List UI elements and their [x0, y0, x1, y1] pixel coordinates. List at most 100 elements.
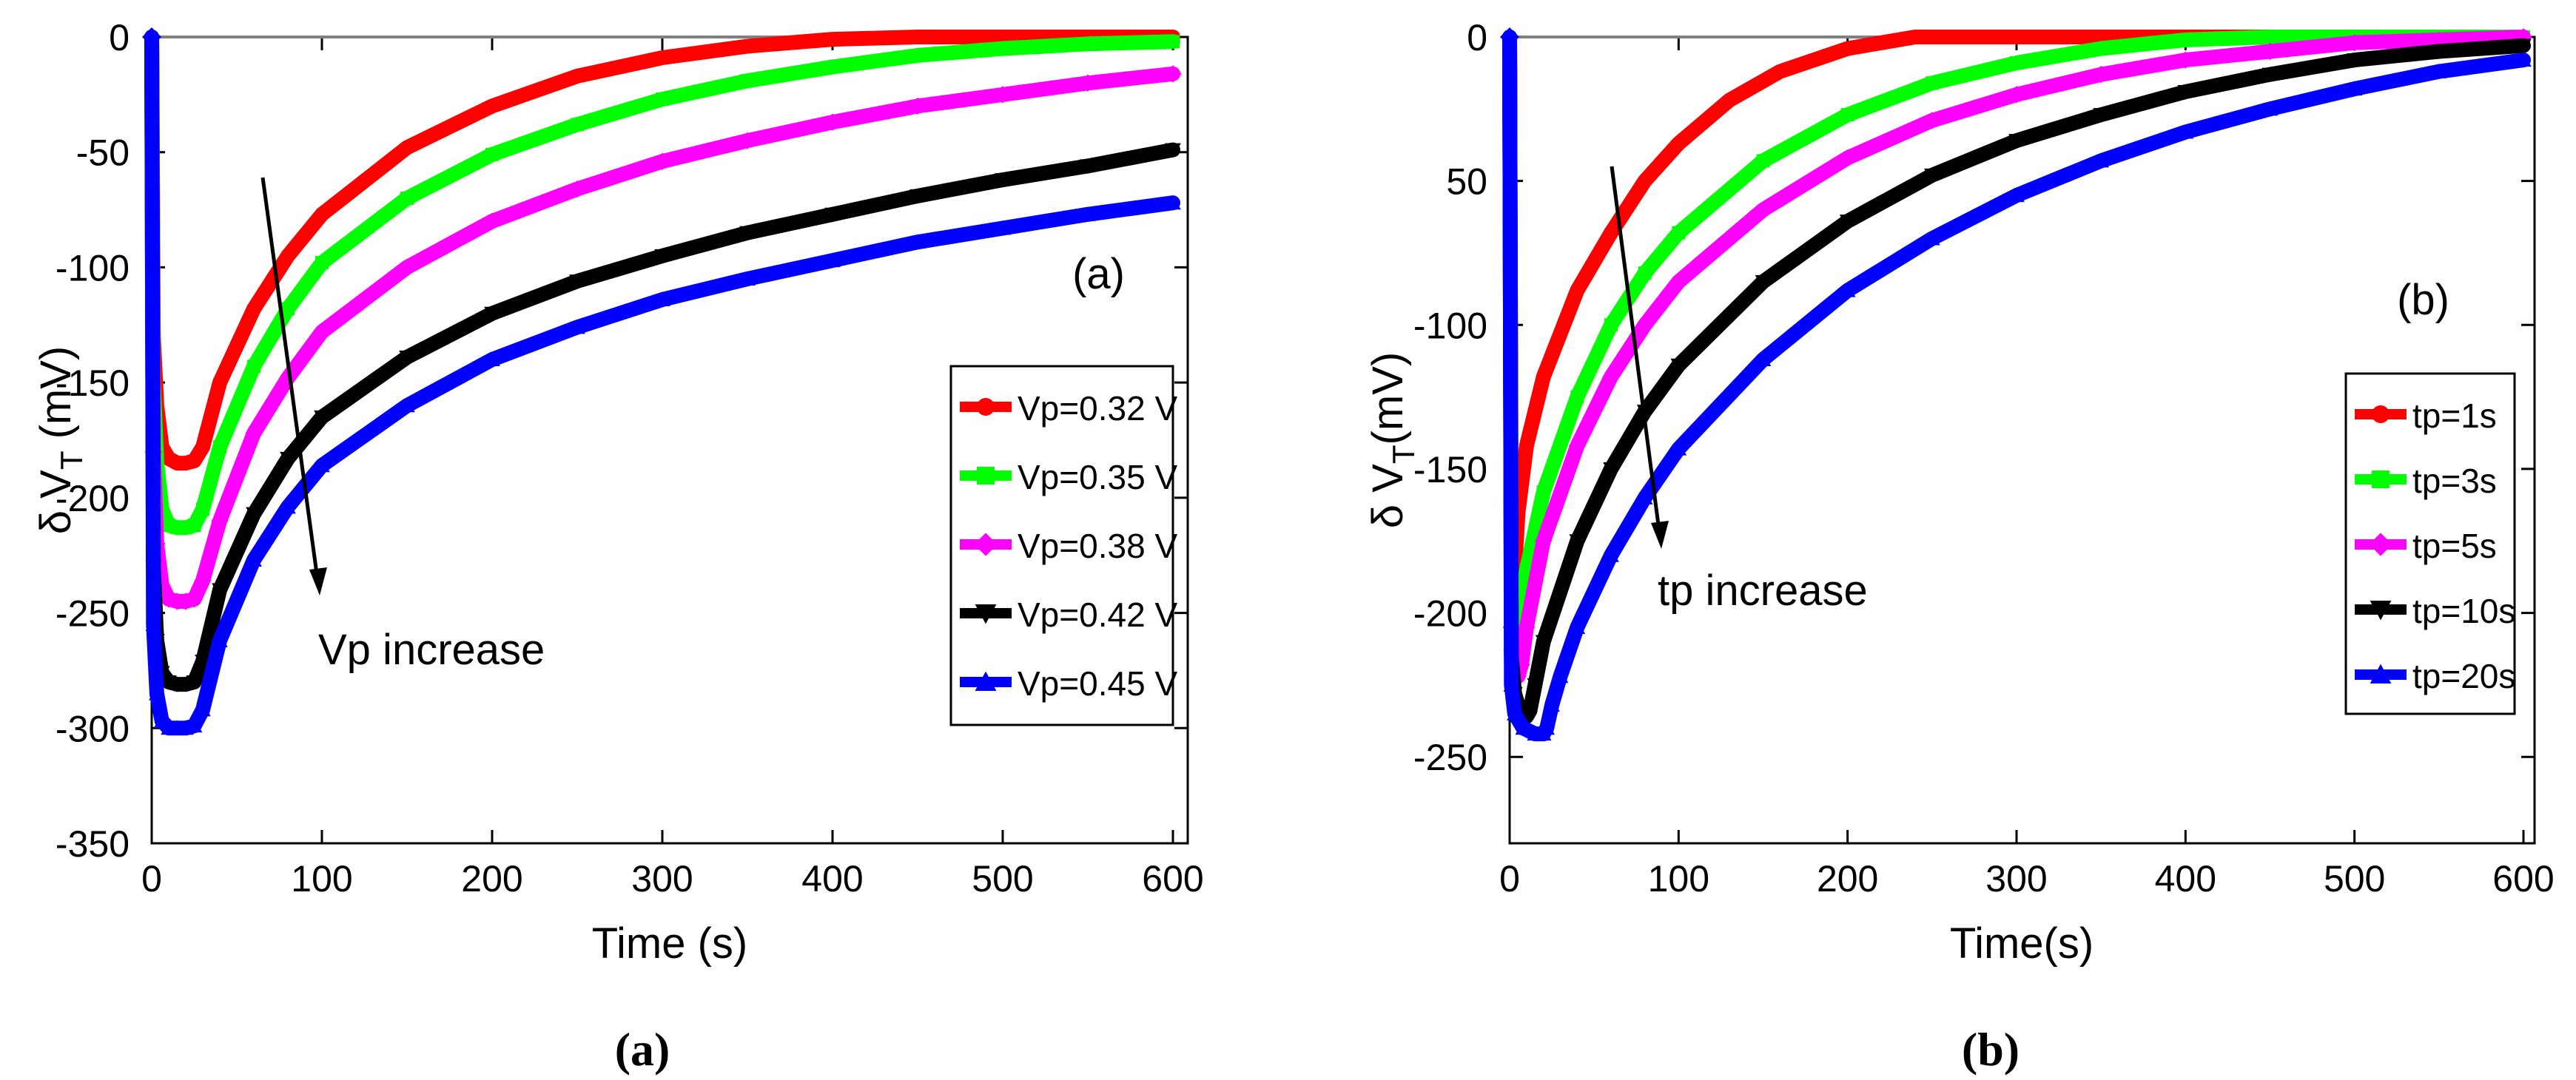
data-point — [399, 350, 415, 365]
data-point — [315, 207, 329, 221]
data-point — [1552, 668, 1569, 684]
legend-marker — [977, 398, 995, 416]
data-point — [2430, 31, 2448, 49]
data-point — [2346, 81, 2363, 96]
data-point — [996, 30, 1009, 44]
data-point — [280, 451, 296, 467]
data-point — [1838, 149, 1857, 167]
origin-point — [142, 27, 161, 47]
legend-marker — [975, 604, 997, 624]
data-point — [909, 234, 926, 249]
data-point — [1839, 282, 1856, 297]
x-tick-label: 200 — [461, 858, 522, 900]
data-point — [1166, 35, 1180, 49]
data-point — [1513, 655, 1530, 674]
data-point — [1754, 200, 1772, 219]
data-point — [154, 713, 170, 728]
y-tick-label: -100 — [1413, 305, 1487, 346]
data-point — [2179, 33, 2193, 47]
data-point — [656, 51, 669, 65]
legend-b: tp=1s tp=3s tp=5s tp=10s tp=20s — [2344, 372, 2516, 715]
data-point — [1515, 720, 1532, 735]
data-point — [2010, 56, 2023, 70]
x-tick-label: 500 — [2324, 858, 2385, 900]
data-point — [739, 226, 756, 241]
x-tick-label: 100 — [1648, 858, 1709, 900]
data-point — [1839, 215, 1856, 229]
data-point — [569, 319, 585, 334]
data-point — [741, 39, 754, 53]
data-point — [1773, 64, 1787, 78]
data-point — [1604, 226, 1618, 240]
x-axis-label-a: Time (s) — [592, 919, 747, 968]
data-point — [213, 376, 226, 390]
data-point — [994, 86, 1012, 104]
data-point — [245, 424, 263, 442]
data-point — [2515, 52, 2532, 67]
data-point — [569, 274, 585, 289]
data-point — [149, 685, 165, 701]
data-point — [1636, 490, 1653, 504]
data-point — [2094, 41, 2108, 55]
data-point — [1080, 159, 1096, 175]
data-point — [195, 701, 211, 717]
data-point — [1924, 168, 1940, 183]
data-point — [824, 252, 841, 268]
data-point — [911, 30, 924, 44]
y-axis-label-sub-b: T — [1386, 445, 1421, 464]
data-point — [1568, 437, 1587, 455]
data-point — [1755, 274, 1772, 290]
panel-label-b: (b) — [2397, 276, 2449, 324]
data-point — [2093, 152, 2109, 168]
data-point — [1755, 351, 1772, 366]
data-point — [1536, 370, 1550, 384]
data-point — [1569, 534, 1586, 550]
data-point — [1535, 635, 1552, 650]
x-axis-b: 0 100 200 300 400 500 600 — [1499, 37, 2555, 900]
data-point — [187, 454, 201, 468]
data-point — [281, 249, 295, 263]
data-point — [996, 41, 1009, 55]
data-point — [1603, 462, 1619, 477]
x-tick-label: 400 — [801, 858, 863, 900]
data-point — [1164, 65, 1182, 83]
x-axis-a: 0 100 200 300 400 500 600 — [141, 37, 1204, 900]
data-point — [1924, 230, 1940, 246]
data-point — [247, 360, 260, 374]
data-point — [485, 147, 499, 161]
data-point — [2431, 63, 2447, 78]
data-point — [1534, 532, 1553, 550]
data-point — [2515, 28, 2532, 46]
data-point — [400, 192, 414, 205]
series-group-a — [142, 27, 1182, 736]
data-point — [1635, 316, 1654, 334]
legend-label: tp=20s — [2412, 657, 2515, 695]
y-axis-label-sub-a: T — [54, 451, 89, 470]
caption-a: (a) — [615, 1023, 670, 1076]
data-point — [1602, 368, 1620, 386]
data-point — [186, 718, 203, 733]
data-point — [484, 351, 500, 366]
data-point — [246, 507, 262, 522]
data-point — [571, 118, 584, 132]
y-axis-label-unit-b: (mV) — [1364, 352, 1412, 445]
x-tick-label: 500 — [972, 858, 1033, 900]
y-tick-label: 50 — [1446, 161, 1487, 203]
data-point — [1570, 283, 1584, 297]
x-tick-label: 0 — [141, 858, 162, 900]
data-point — [314, 410, 330, 425]
data-point — [2177, 84, 2194, 100]
data-point — [1638, 174, 1652, 188]
legend-a: Vp=0.32 V Vp=0.35 V Vp=0.38 V Vp=0.42 V Vp=0… — [949, 365, 1177, 726]
legend-marker — [975, 671, 997, 691]
data-point — [400, 141, 414, 155]
data-point — [2043, 30, 2057, 44]
data-point — [1672, 137, 1686, 151]
data-point — [160, 590, 178, 608]
annotation-b: tp increase — [1658, 567, 1868, 615]
data-point — [1165, 143, 1181, 158]
data-point — [1570, 390, 1584, 404]
x-tick-label: 600 — [1142, 858, 1203, 900]
y-tick-label: -50 — [76, 132, 130, 174]
